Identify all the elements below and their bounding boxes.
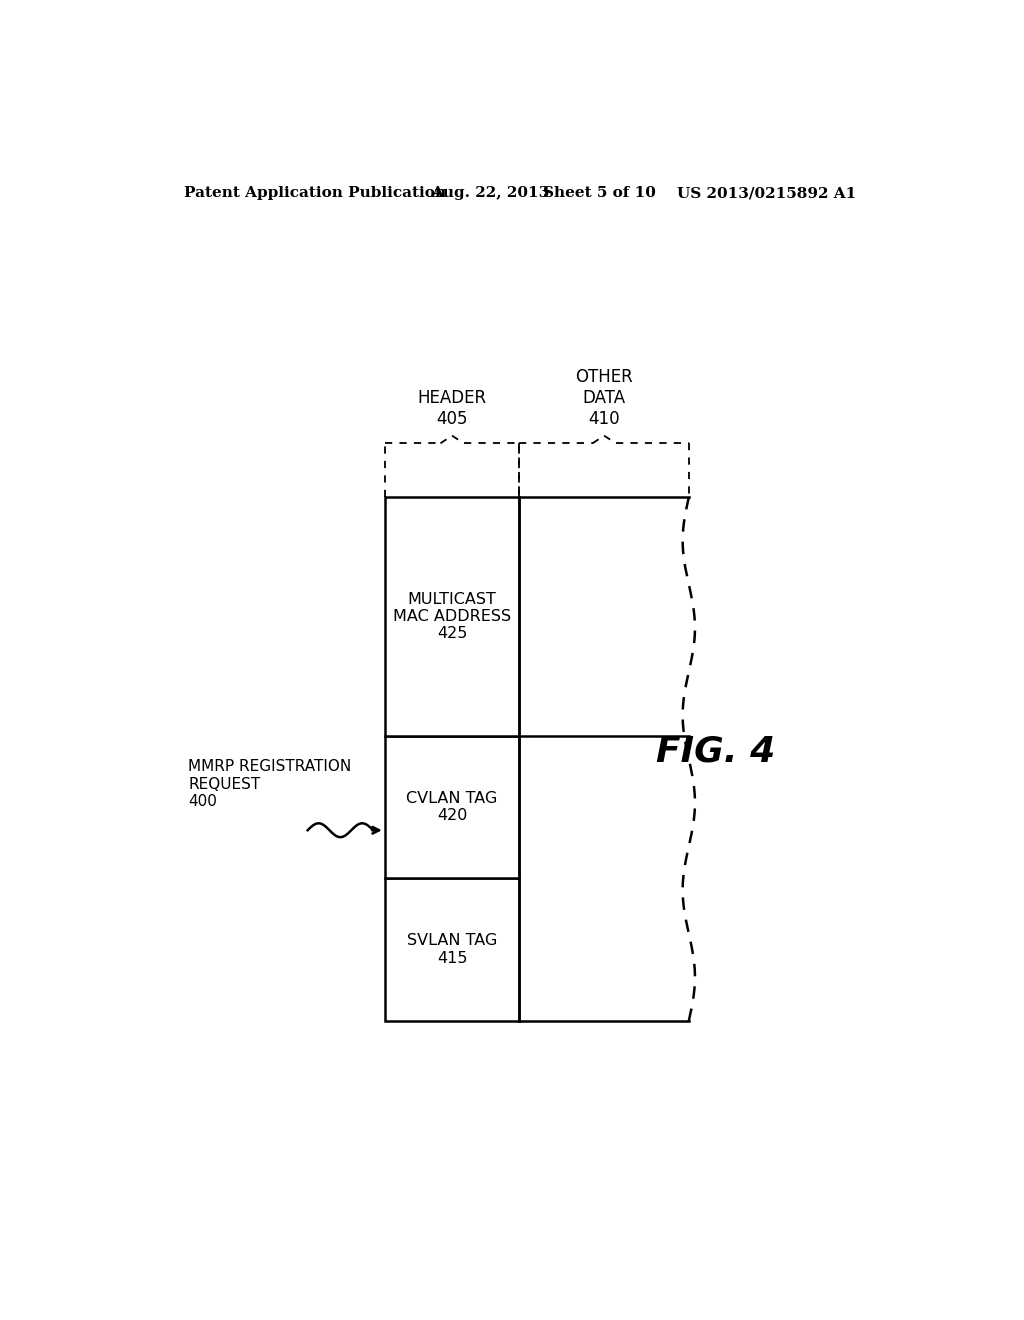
Text: Aug. 22, 2013: Aug. 22, 2013 bbox=[431, 186, 549, 201]
Text: FIG. 4: FIG. 4 bbox=[656, 734, 775, 768]
Text: US 2013/0215892 A1: US 2013/0215892 A1 bbox=[677, 186, 856, 201]
Text: MULTICAST
MAC ADDRESS
425: MULTICAST MAC ADDRESS 425 bbox=[393, 591, 511, 642]
Bar bbox=[385, 878, 519, 1020]
Text: Sheet 5 of 10: Sheet 5 of 10 bbox=[543, 186, 655, 201]
Text: SVLAN TAG
415: SVLAN TAG 415 bbox=[407, 933, 498, 966]
Text: Patent Application Publication: Patent Application Publication bbox=[184, 186, 446, 201]
Text: MMRP REGISTRATION
REQUEST
400: MMRP REGISTRATION REQUEST 400 bbox=[188, 759, 351, 809]
Text: CVLAN TAG
420: CVLAN TAG 420 bbox=[407, 791, 498, 824]
Text: OTHER
DATA
410: OTHER DATA 410 bbox=[575, 368, 633, 428]
Bar bbox=[385, 737, 519, 878]
Bar bbox=[385, 498, 519, 737]
Text: HEADER
405: HEADER 405 bbox=[418, 389, 486, 428]
